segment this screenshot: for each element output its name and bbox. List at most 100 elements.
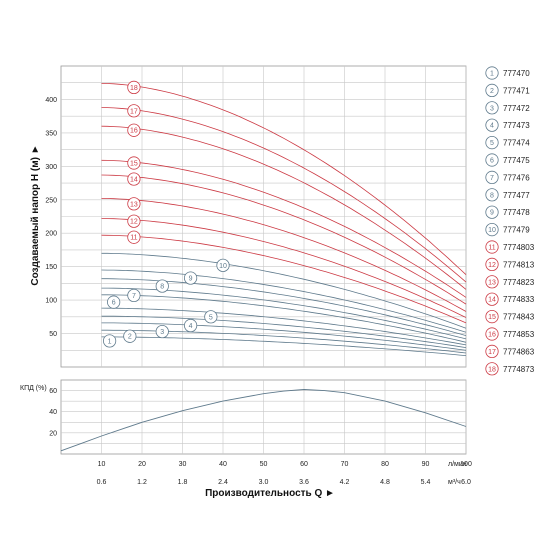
- efficiency-curve: [60, 389, 467, 452]
- x-tick-lpm: 70: [341, 461, 349, 468]
- legend-badge-17: [485, 344, 499, 358]
- head-y-tick-label: 200: [45, 231, 57, 238]
- head-y-tick-label: 300: [45, 164, 57, 171]
- curve-badge-number: 8: [160, 284, 164, 291]
- curve-badge-9: [184, 271, 198, 285]
- efficiency-grid: [60, 379, 467, 455]
- legend-badge-7: [485, 170, 499, 184]
- curve-badge-4: [184, 318, 198, 333]
- curve-badge-12: [127, 214, 141, 228]
- x-tick-labels: 10 20 30 40 50 60 70 80 90 100 0.6 1.2 1.8 2.4 3.0 3.6 4…: [97, 461, 472, 486]
- x-tick-lpm: 80: [381, 461, 389, 468]
- x-tick-m3h: 3.0: [259, 479, 269, 486]
- y-axis-title: Создаваемый напор H (м) ►: [30, 144, 41, 285]
- legend-badge-number: 11: [488, 245, 495, 252]
- legend-badge-number: 15: [488, 314, 496, 321]
- x-tick-lpm: 90: [422, 461, 430, 468]
- curve-badge-18: [127, 80, 141, 95]
- legend-badge-11: [485, 240, 499, 254]
- x-tick-lpm: 100: [460, 461, 472, 468]
- legend-badge-number: 13: [488, 279, 496, 286]
- legend: 1 777470 2 777471 3 777472 4 777473 5 777474 6 7774…: [485, 66, 535, 376]
- legend-badge-8: [485, 188, 499, 202]
- head-curve-16: [101, 125, 467, 290]
- curve-badge-number: 2: [128, 334, 132, 341]
- x-tick-m3h: 3.6: [299, 479, 309, 486]
- legend-entry-777472: 777472: [503, 104, 530, 113]
- curve-badge-number: 3: [160, 329, 164, 336]
- legend-badge-number: 1: [490, 71, 494, 78]
- curve-badge-16: [127, 123, 141, 137]
- legend-badge-15: [485, 309, 499, 324]
- head-curve-17: [101, 107, 467, 283]
- legend-entry-777471: 777471: [503, 86, 530, 95]
- curve-badge-number: 5: [209, 314, 213, 321]
- lpm-unit-label: л/мин: [448, 461, 467, 468]
- curve-badge-number: 7: [132, 293, 136, 300]
- curve-badge-6: [107, 295, 121, 309]
- legend-badge-number: 7: [490, 175, 494, 182]
- legend-entry-777474: 777474: [503, 139, 530, 148]
- curve-badge-8: [155, 279, 169, 293]
- legend-entry-7774843: 7774843: [503, 313, 535, 322]
- legend-badge-1: [485, 66, 499, 80]
- curve-badge-number: 11: [130, 235, 137, 242]
- legend-entry-7774813: 7774813: [503, 260, 535, 269]
- x-tick-m3h: 0.6: [97, 479, 107, 486]
- curve-badge-number: 12: [130, 219, 138, 226]
- curve-badge-3: [155, 324, 169, 339]
- x-tick-m3h: 6.0: [461, 479, 471, 486]
- x-tick-m3h: 5.4: [421, 479, 431, 486]
- curve-badge-number: 9: [189, 276, 193, 283]
- head-grid: [60, 65, 467, 368]
- legend-badge-number: 10: [488, 227, 496, 234]
- legend-entry-7774833: 7774833: [503, 295, 535, 304]
- head-y-tick-label: 400: [45, 97, 57, 104]
- legend-entry-777478: 777478: [503, 208, 530, 217]
- legend-badge-10: [485, 223, 499, 237]
- legend-badge-14: [485, 292, 499, 306]
- efficiency-y-tick-label: 20: [49, 430, 57, 437]
- x-tick-m3h: 4.2: [340, 479, 350, 486]
- legend-badge-12: [485, 257, 499, 271]
- curve-badge-2: [123, 329, 137, 343]
- head-curve-13: [101, 198, 467, 312]
- x-tick-lpm: 30: [179, 461, 187, 468]
- x-tick-m3h: 1.2: [137, 479, 147, 486]
- head-curve-11: [101, 234, 467, 324]
- efficiency-y-tick-label: 60: [49, 388, 57, 395]
- head-curve-3: [101, 322, 467, 351]
- curve-badge-number: 4: [189, 323, 193, 330]
- legend-badge-number: 8: [490, 192, 494, 199]
- legend-entry-777476: 777476: [503, 173, 530, 182]
- head-y-tick-label: 250: [45, 197, 57, 204]
- head-curve-14: [101, 174, 467, 305]
- legend-badge-number: 5: [490, 140, 494, 147]
- x-tick-m3h: 4.8: [380, 479, 390, 486]
- head-curve-5: [101, 307, 467, 346]
- curve-badge-7: [127, 288, 141, 303]
- head-curve-6: [101, 294, 467, 343]
- curve-badge-11: [127, 230, 141, 244]
- legend-badge-3: [485, 101, 499, 115]
- legend-entry-777475: 777475: [503, 156, 530, 165]
- curve-badge-13: [127, 197, 141, 211]
- legend-badge-number: 14: [488, 297, 496, 304]
- legend-badge-number: 2: [490, 88, 494, 95]
- curve-badge-number: 6: [112, 300, 116, 307]
- x-axis-title: Производительность Q ►: [205, 488, 335, 499]
- curve-badge-14: [127, 172, 141, 186]
- legend-badge-number: 3: [490, 105, 494, 112]
- head-curve-9: [101, 269, 467, 333]
- x-tick-lpm: 60: [300, 461, 308, 468]
- legend-badge-5: [485, 136, 499, 150]
- legend-entry-7774873: 7774873: [503, 365, 535, 374]
- curve-badge-15: [127, 156, 141, 170]
- curve-badge-number: 16: [130, 128, 138, 135]
- y-tick-labels: 50 100 150 200 250 300 350 400 20 40 60: [45, 97, 57, 437]
- legend-badge-9: [485, 205, 499, 219]
- efficiency-y-tick-label: 40: [49, 409, 57, 416]
- legend-badge-4: [485, 118, 499, 132]
